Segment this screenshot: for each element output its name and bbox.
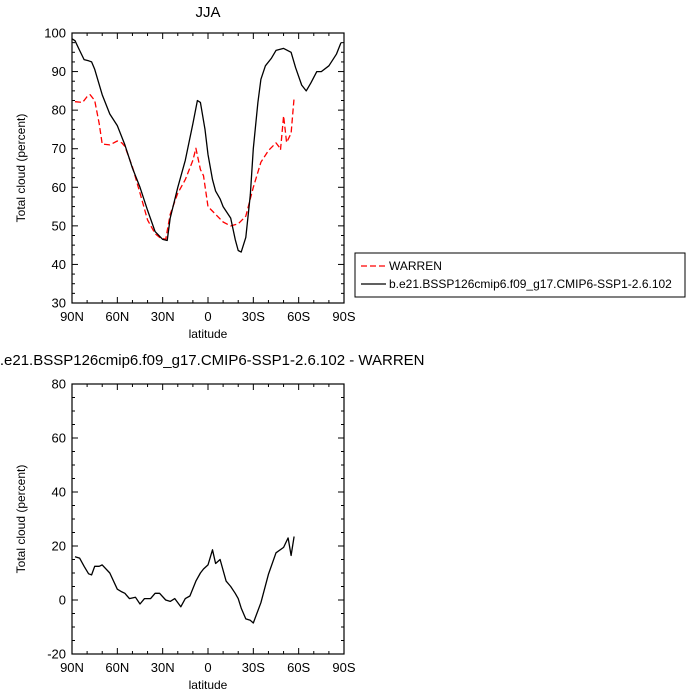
legend-entry: WARREN [389,259,442,273]
y-tick-label: -20 [47,647,66,662]
y-tick-label: 50 [52,218,66,233]
x-tick-label: 30N [151,309,175,324]
x-tick-label: 60N [105,309,129,324]
x-axis-label: latitude [189,678,228,692]
y-axis-label: Total cloud (percent) [14,114,28,223]
legend: WARREN b.e21.BSSP126cmip6.f09_g17.CMIP6-S… [354,252,686,298]
x-tick-label: 90S [332,660,355,675]
series-line-b-e21-bssp126cmip6-f09-g17-cmip6-ssp1-2- [71,38,342,253]
x-tick-label: 30S [242,309,265,324]
y-tick-label: 30 [52,296,66,311]
y-tick-label: 80 [52,103,66,118]
chart-panel-2: b.e21.BSSP126cmip6.f09_g17.CMIP6-SSP1-2.… [0,352,425,692]
chart-title: b.e21.BSSP126cmip6.f09_g17.CMIP6-SSP1-2.… [0,352,425,369]
y-tick-label: 60 [52,180,66,195]
x-tick-label: 30N [151,660,175,675]
y-tick-label: 80 [52,377,66,392]
y-tick-label: 40 [52,485,66,500]
y-tick-label: 100 [44,26,66,41]
y-tick-label: 60 [52,431,66,446]
x-tick-label: 90N [60,660,84,675]
series-line-difference [74,536,295,624]
x-tick-label: 0 [204,660,211,675]
x-tick-label: 60S [287,660,310,675]
y-tick-label: 40 [52,257,66,272]
chart-panel-1: JJA 30 40 50 60 70 80 90 100 90N 60N 30N 0 30S 60S 90S l… [14,4,356,341]
y-tick-label: 20 [52,539,66,554]
x-axis-label: latitude [189,327,228,341]
plot-frame [71,32,345,304]
x-tick-label: 60N [105,660,129,675]
series-line-warren [74,94,295,241]
y-tick-label: 0 [59,593,66,608]
x-tick-label: 0 [204,309,211,324]
legend-box [354,252,686,298]
y-tick-label: 70 [52,141,66,156]
x-tick-label: 60S [287,309,310,324]
x-tick-label: 90N [60,309,84,324]
chart-title: JJA [195,4,220,21]
y-axis-label: Total cloud (percent) [14,465,28,574]
x-tick-label: 30S [242,660,265,675]
y-tick-label: 90 [52,64,66,79]
plot-frame [71,383,345,655]
legend-entry: b.e21.BSSP126cmip6.f09_g17.CMIP6-SSP1-2.… [389,277,672,291]
x-tick-label: 90S [332,309,355,324]
